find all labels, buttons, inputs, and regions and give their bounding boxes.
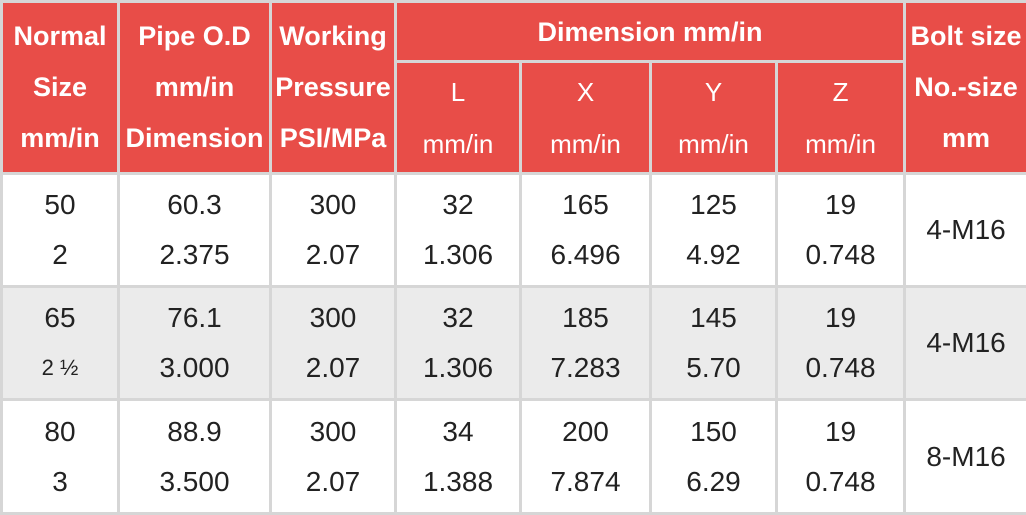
cell-bolt-size: 8-M16 — [905, 400, 1026, 514]
header-dim-z: Z mm/in — [777, 62, 905, 174]
header-dim-x: X mm/in — [521, 62, 651, 174]
header-normal-size: Normal Size mm/in — [2, 2, 119, 174]
header-row-top: Normal Size mm/in Pipe O.D mm/in Dimensi… — [2, 2, 1026, 62]
header-dim-y: Y mm/in — [651, 62, 777, 174]
cell-bolt-size: 4-M16 — [905, 174, 1026, 287]
header-pipe-od: Pipe O.D mm/in Dimension — [119, 2, 271, 174]
header-dimension: Dimension mm/in — [396, 2, 905, 62]
cell-bolt-size: 4-M16 — [905, 287, 1026, 400]
header-bolt-size: Bolt size No.-size mm — [905, 2, 1026, 174]
header-dim-l: L mm/in — [396, 62, 521, 174]
header-working-pressure: Working Pressure PSI/MPa — [271, 2, 396, 174]
